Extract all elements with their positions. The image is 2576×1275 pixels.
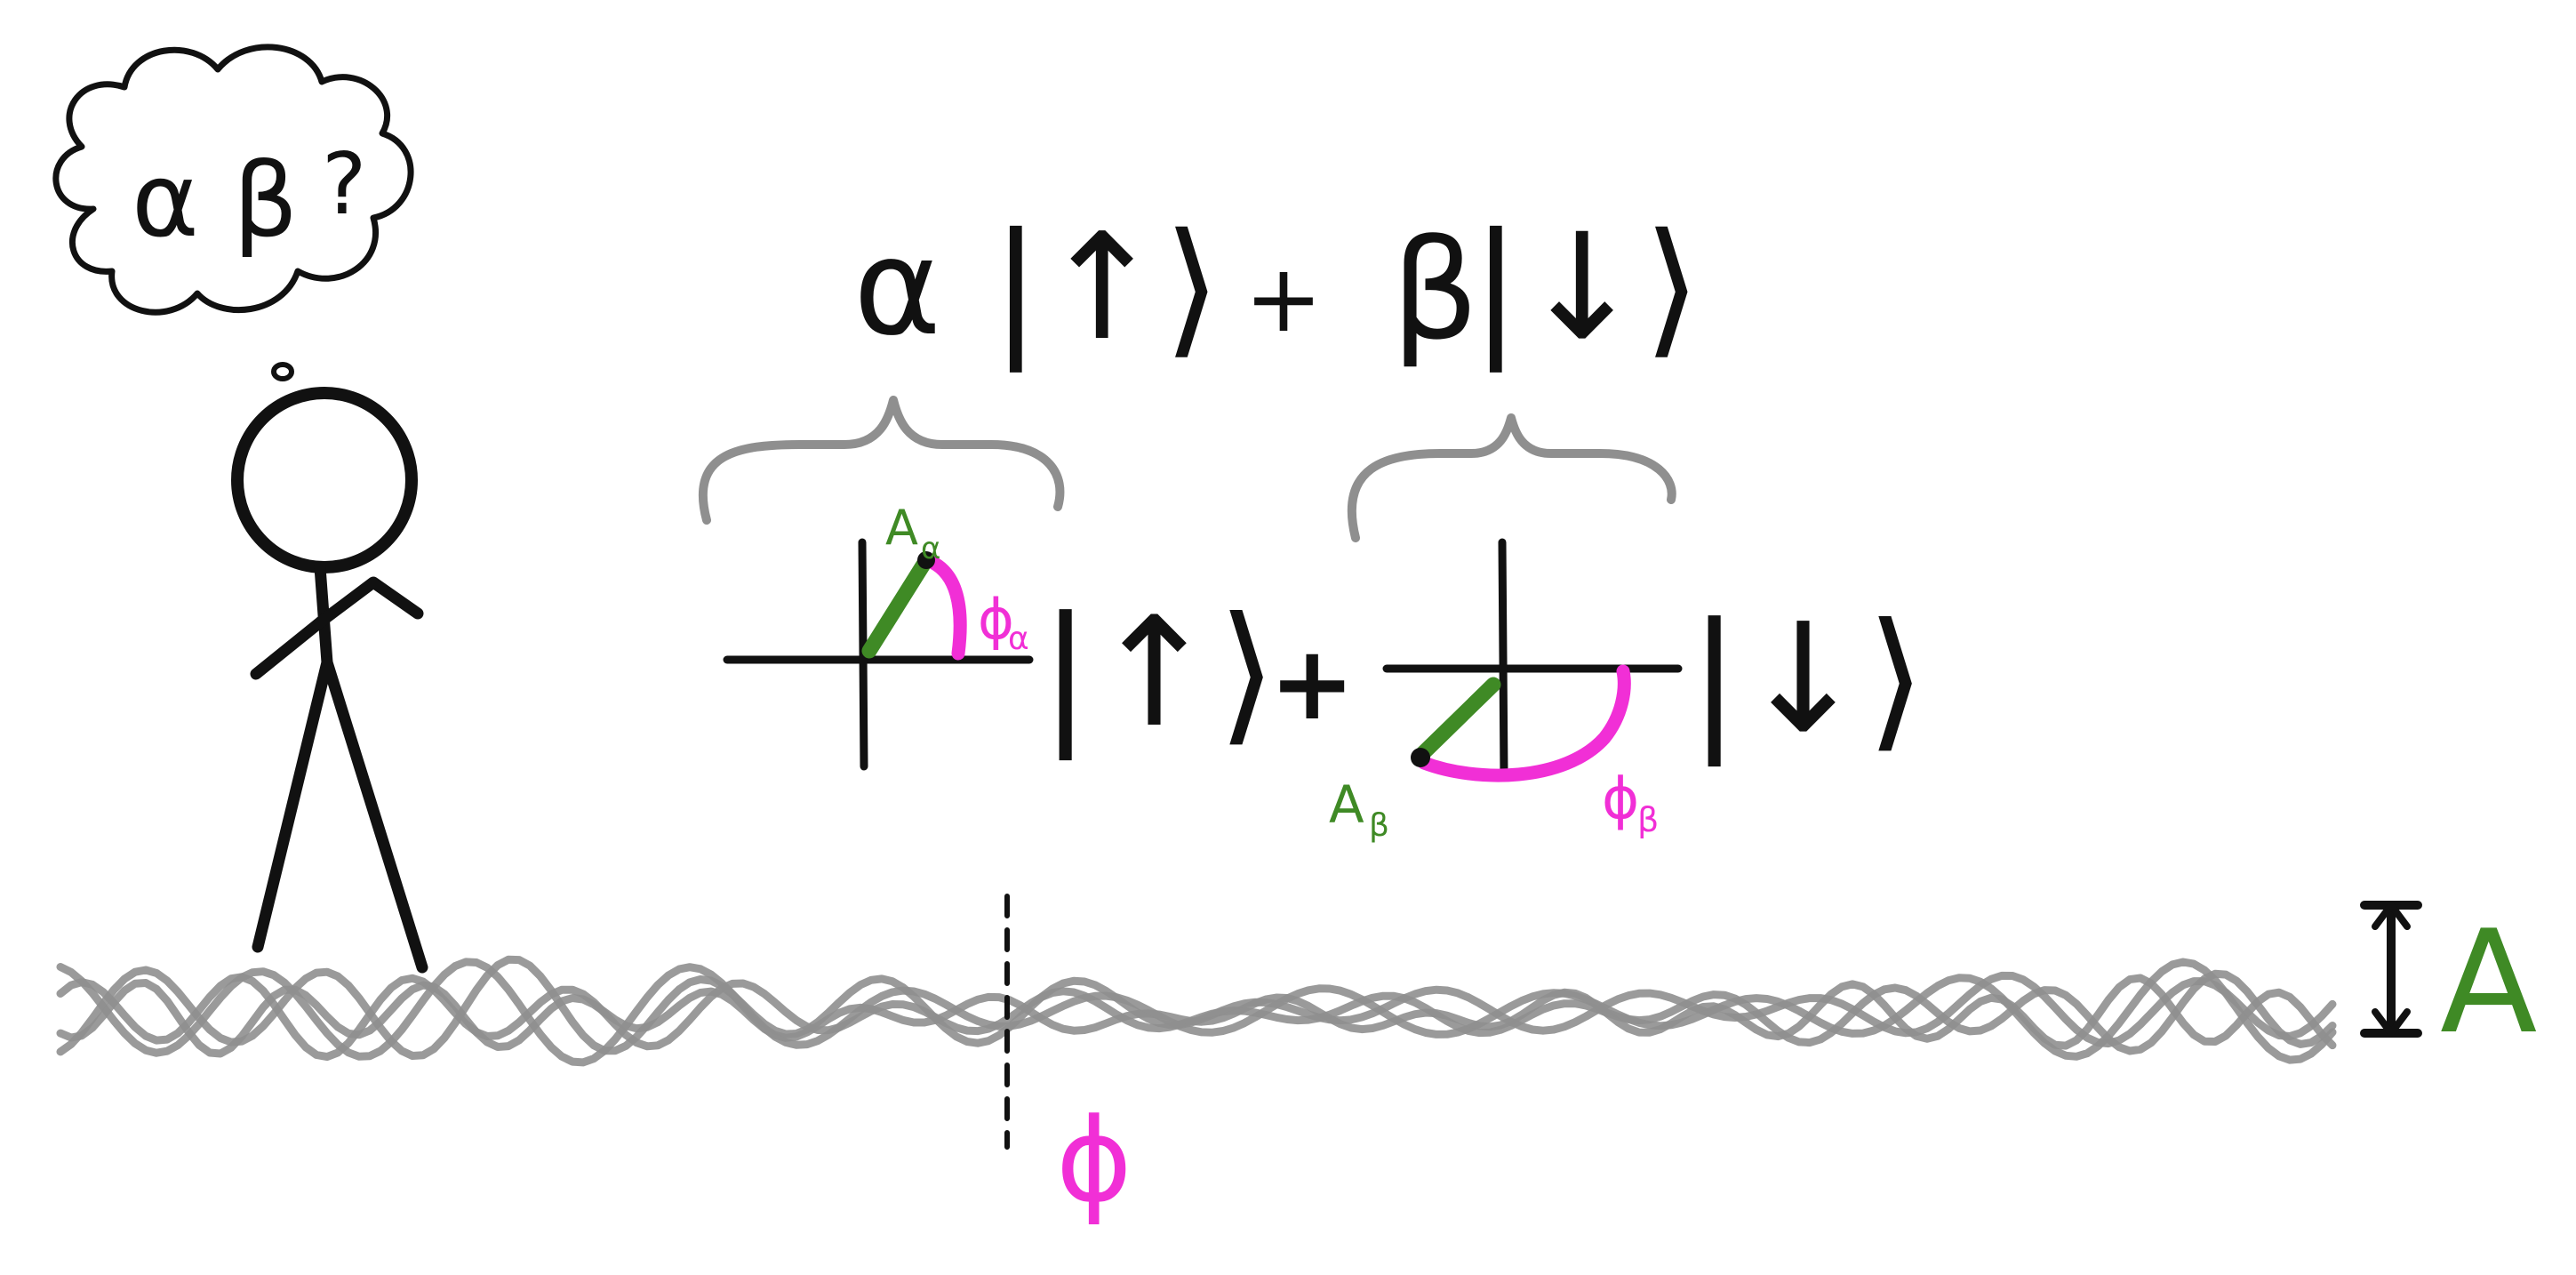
label-wave-amplitude: A <box>2440 899 2537 1065</box>
wave-line <box>56 958 2337 1067</box>
label-phase-beta: ϕ <box>1602 766 1639 832</box>
phasor-alpha-phase-arc <box>924 555 967 661</box>
bubble-alpha: α <box>132 141 199 261</box>
stick-figure <box>231 387 428 974</box>
top-beta: β <box>1391 210 1479 371</box>
phasor-alpha-point <box>917 551 935 569</box>
label-amplitude-beta: A <box>1329 774 1364 835</box>
brace-beta <box>1347 413 1676 542</box>
label-phase-beta-sub: β <box>1637 800 1659 839</box>
label-amplitude-beta-sub: β <box>1369 807 1389 844</box>
top-plus: + <box>1244 245 1323 353</box>
phasor-beta-amplitude-line <box>1412 677 1501 764</box>
phasor-ket-down: |↓⟩ <box>1689 591 1925 767</box>
wave-line <box>56 955 2337 1060</box>
bubble-question: ? <box>322 136 366 234</box>
wave-line <box>56 974 2337 1058</box>
phasor-alpha: A α ϕ α <box>723 500 1034 771</box>
top-equation: α |↑⟩ + β |↓⟩ <box>853 202 1700 373</box>
phasor-plus: + <box>1269 624 1355 743</box>
figure-legs <box>252 656 428 974</box>
thought-dot <box>271 362 294 381</box>
brace-alpha <box>698 396 1065 525</box>
bubble-beta: β <box>233 141 298 261</box>
label-phase-alpha-sub: α <box>1008 621 1029 657</box>
label-wave-phase: ϕ <box>1056 1093 1132 1228</box>
wave-bundle <box>56 955 2337 1067</box>
top-ket-down: |↓⟩ <box>1471 202 1700 373</box>
figure-head <box>231 387 418 573</box>
label-amplitude-alpha-sub: α <box>921 531 940 566</box>
figure-arms <box>250 576 424 680</box>
phasor-beta: A β ϕ β <box>1329 538 1683 844</box>
phasor-beta-imag-axis <box>1498 538 1508 780</box>
top-ket-up: |↑⟩ <box>991 202 1220 373</box>
label-phase-alpha: ϕ <box>978 587 1014 652</box>
phasor-ket-up: |↑⟩ <box>1040 585 1276 761</box>
thought-bubble: α β ? <box>52 44 414 381</box>
phasor-beta-point <box>1411 748 1430 767</box>
phasor-beta-phase-arc <box>1417 664 1631 782</box>
phasor-alpha-amplitude-line <box>861 552 934 659</box>
top-alpha: α <box>853 211 941 365</box>
amplitude-marker: A <box>2360 899 2537 1065</box>
label-amplitude-alpha: A <box>885 500 918 556</box>
